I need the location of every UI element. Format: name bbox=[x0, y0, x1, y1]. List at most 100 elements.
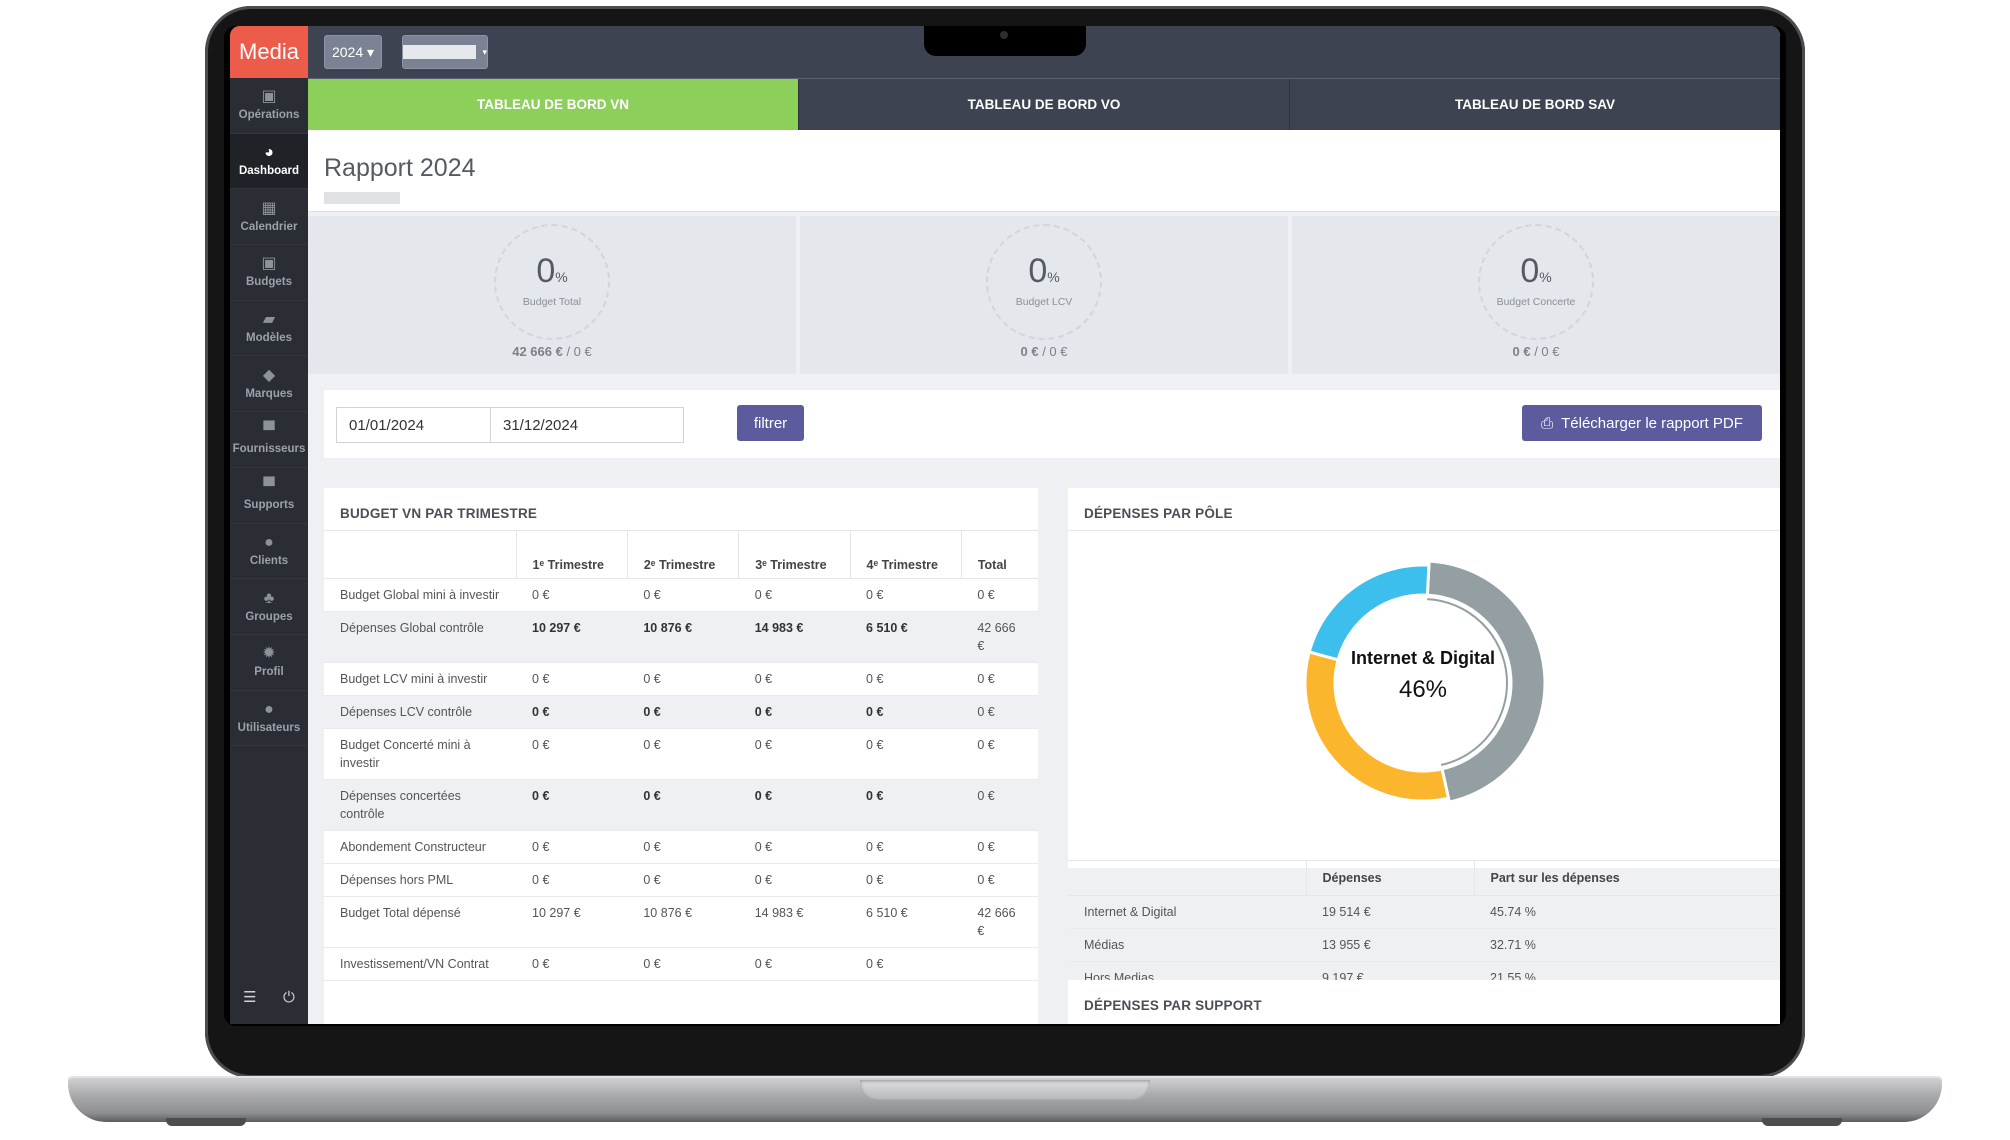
filter-bar: 01/01/2024 31/12/2024 filtrer ⎙ Téléchar… bbox=[324, 390, 1780, 458]
table-cell: 14 983 € bbox=[738, 611, 851, 663]
table-cell: 0 € bbox=[850, 728, 962, 780]
table-cell: 0 € bbox=[627, 830, 739, 864]
sidebar-item-fournisseurs[interactable]: ▀ Fournisseurs bbox=[230, 412, 308, 468]
table-cell: 0 € bbox=[850, 779, 962, 831]
book-icon: ▰ bbox=[262, 311, 276, 329]
sidebar-item-modeles[interactable]: ▰ Modèles bbox=[230, 301, 308, 357]
gear-icon: ✹ bbox=[262, 645, 276, 663]
budget-table: 1ᵉ Trimestre 2ᵉ Trimestre 3ᵉ Trimestre 4… bbox=[324, 530, 1038, 981]
sidebar-item-label: Utilisateurs bbox=[237, 721, 301, 734]
row-label: Budget Concerté mini à investir bbox=[324, 728, 517, 780]
menu-icon[interactable]: ☰ bbox=[243, 989, 257, 1006]
table-row: Dépenses concertées contrôle 0 €0 €0 €0 €… bbox=[324, 779, 1038, 831]
sidebar-item-marques[interactable]: ◆ Marques bbox=[230, 356, 308, 413]
calendar-icon: ▦ bbox=[261, 199, 277, 217]
poles-table: Dépenses Part sur les dépenses Internet … bbox=[1068, 860, 1780, 995]
table-cell: 0 € bbox=[738, 830, 851, 864]
sidebar-item-operations[interactable]: ▣ Opérations bbox=[230, 78, 308, 134]
table-cell: 10 297 € bbox=[516, 611, 628, 663]
sidebar-item-profil[interactable]: ✹ Profil bbox=[230, 635, 308, 691]
tab-dashboard-vo[interactable]: TABLEAU DE BORD VO bbox=[798, 79, 1289, 130]
sidebar-item-label: Groupes bbox=[245, 610, 293, 623]
user-icon: ● bbox=[264, 533, 274, 551]
year-dropdown[interactable]: 2024 ▾ bbox=[324, 35, 382, 69]
table-header-row: 1ᵉ Trimestre 2ᵉ Trimestre 3ᵉ Trimestre 4… bbox=[324, 530, 1038, 579]
donut-slice-internet-digital[interactable] bbox=[1425, 559, 1547, 804]
table-cell: 13 955 € bbox=[1306, 928, 1474, 962]
table-cell: 0 € bbox=[516, 779, 628, 831]
gauge-amount: 0 € / 0 € bbox=[1020, 344, 1068, 359]
sidebar-item-dashboard[interactable]: ◕ Dashboard bbox=[230, 133, 308, 190]
tab-dashboard-vn[interactable]: TABLEAU DE BORD VN bbox=[308, 79, 798, 130]
table-cell: 0 € bbox=[850, 830, 962, 864]
row-label: Budget LCV mini à investir bbox=[324, 662, 517, 696]
table-cell: 0 € bbox=[627, 695, 739, 729]
table-header-row: Dépenses Part sur les dépenses bbox=[1068, 860, 1780, 896]
sidebar-item-budgets[interactable]: ▣ Budgets bbox=[230, 245, 308, 301]
table-cell: 0 € bbox=[961, 578, 1038, 612]
laptop-opening-notch bbox=[860, 1080, 1150, 1100]
table-row: Budget Global mini à investir 0 €0 €0 €0 … bbox=[324, 578, 1038, 612]
table-cell: 0 € bbox=[961, 863, 1038, 897]
page-title: Rapport 2024 bbox=[324, 154, 476, 182]
end-date-input[interactable]: 31/12/2024 bbox=[490, 407, 684, 443]
sidebar-item-clients[interactable]: ● Clients bbox=[230, 524, 308, 580]
table-cell: 0 € bbox=[627, 728, 739, 780]
sidebar-item-label: Opérations bbox=[238, 109, 300, 122]
print-icon: ⎙ bbox=[1541, 414, 1554, 432]
table-cell: 0 € bbox=[516, 947, 628, 981]
table-cell: 0 € bbox=[738, 662, 851, 696]
tab-dashboard-sav[interactable]: TABLEAU DE BORD SAV bbox=[1289, 79, 1780, 130]
download-pdf-button[interactable]: ⎙ Télécharger le rapport PDF bbox=[1522, 405, 1762, 441]
gauge-ring bbox=[1478, 224, 1594, 340]
table-cell: 0 € bbox=[516, 863, 628, 897]
table-cell: 0 € bbox=[738, 863, 851, 897]
sidebar: Media ▣ Opérations ◕ Dashboard ▦ Calendrier ▣ B… bbox=[230, 26, 308, 1024]
table-cell: 0 € bbox=[627, 863, 739, 897]
gauge-amount: 0 € / 0 € bbox=[1512, 344, 1560, 359]
table-cell: 45.74 % bbox=[1474, 895, 1780, 929]
card-title: DÉPENSES PAR PÔLE bbox=[1084, 506, 1233, 521]
money-icon: ▣ bbox=[261, 255, 277, 273]
power-icon[interactable]: ⏻ bbox=[282, 988, 295, 1006]
gauge-ring bbox=[986, 224, 1102, 340]
column-header: 3ᵉ Trimestre bbox=[738, 530, 851, 579]
table-cell: 0 € bbox=[850, 863, 962, 897]
entity-dropdown[interactable]: ▾ bbox=[402, 35, 488, 69]
sidebar-footer: ☰ ⏻ bbox=[230, 982, 308, 1012]
row-label: Dépenses concertées contrôle bbox=[324, 779, 517, 831]
sidebar-item-supports[interactable]: ▀ Supports bbox=[230, 468, 308, 524]
brand-logo[interactable]: Media bbox=[230, 26, 308, 78]
column-header bbox=[1068, 860, 1306, 896]
table-cell: 10 297 € bbox=[516, 896, 628, 948]
donut-slice-m-dias[interactable] bbox=[1303, 650, 1451, 803]
row-label: Dépenses hors PML bbox=[324, 863, 517, 897]
table-cell: 0 € bbox=[738, 695, 851, 729]
table-cell: 10 876 € bbox=[627, 611, 739, 663]
sidebar-item-calendrier[interactable]: ▦ Calendrier bbox=[230, 189, 308, 246]
sidebar-item-groupes[interactable]: ♣ Groupes bbox=[230, 579, 308, 635]
subtitle-redacted bbox=[324, 192, 400, 204]
column-header: Total bbox=[960, 530, 1038, 579]
card-title: DÉPENSES PAR SUPPORT bbox=[1084, 998, 1262, 1013]
download-pdf-label: Télécharger le rapport PDF bbox=[1561, 414, 1743, 432]
expenses-by-support-card: DÉPENSES PAR SUPPORT bbox=[1068, 980, 1780, 1024]
gauge-label: Budget LCV bbox=[1015, 296, 1073, 308]
table-cell: 42 666 € bbox=[961, 611, 1038, 663]
dashboard-tabs: TABLEAU DE BORD VN TABLEAU DE BORD VO TA… bbox=[308, 78, 1780, 130]
gauge-value: 0% bbox=[1520, 252, 1552, 290]
chevron-down-icon: ▾ bbox=[482, 46, 487, 57]
filter-button[interactable]: filtrer bbox=[737, 405, 804, 441]
table-cell: 0 € bbox=[516, 662, 628, 696]
table-row: Dépenses hors PML 0 €0 €0 €0 €0 € bbox=[324, 863, 1038, 897]
gauge-label: Budget Total bbox=[522, 296, 582, 308]
donut-slice-hors-medias[interactable] bbox=[1307, 563, 1431, 662]
cart-icon: ▀ bbox=[263, 478, 275, 496]
tags-icon: ◆ bbox=[262, 366, 276, 384]
entity-redacted bbox=[403, 45, 477, 59]
sidebar-item-label: Dashboard bbox=[238, 165, 300, 178]
column-header: 1ᵉ Trimestre bbox=[515, 530, 628, 579]
table-row: Investissement/VN Contrat 0 €0 €0 €0 € bbox=[324, 947, 1038, 981]
sidebar-item-utilisateurs[interactable]: ● Utilisateurs bbox=[230, 691, 308, 747]
table-cell: 0 € bbox=[627, 662, 739, 696]
